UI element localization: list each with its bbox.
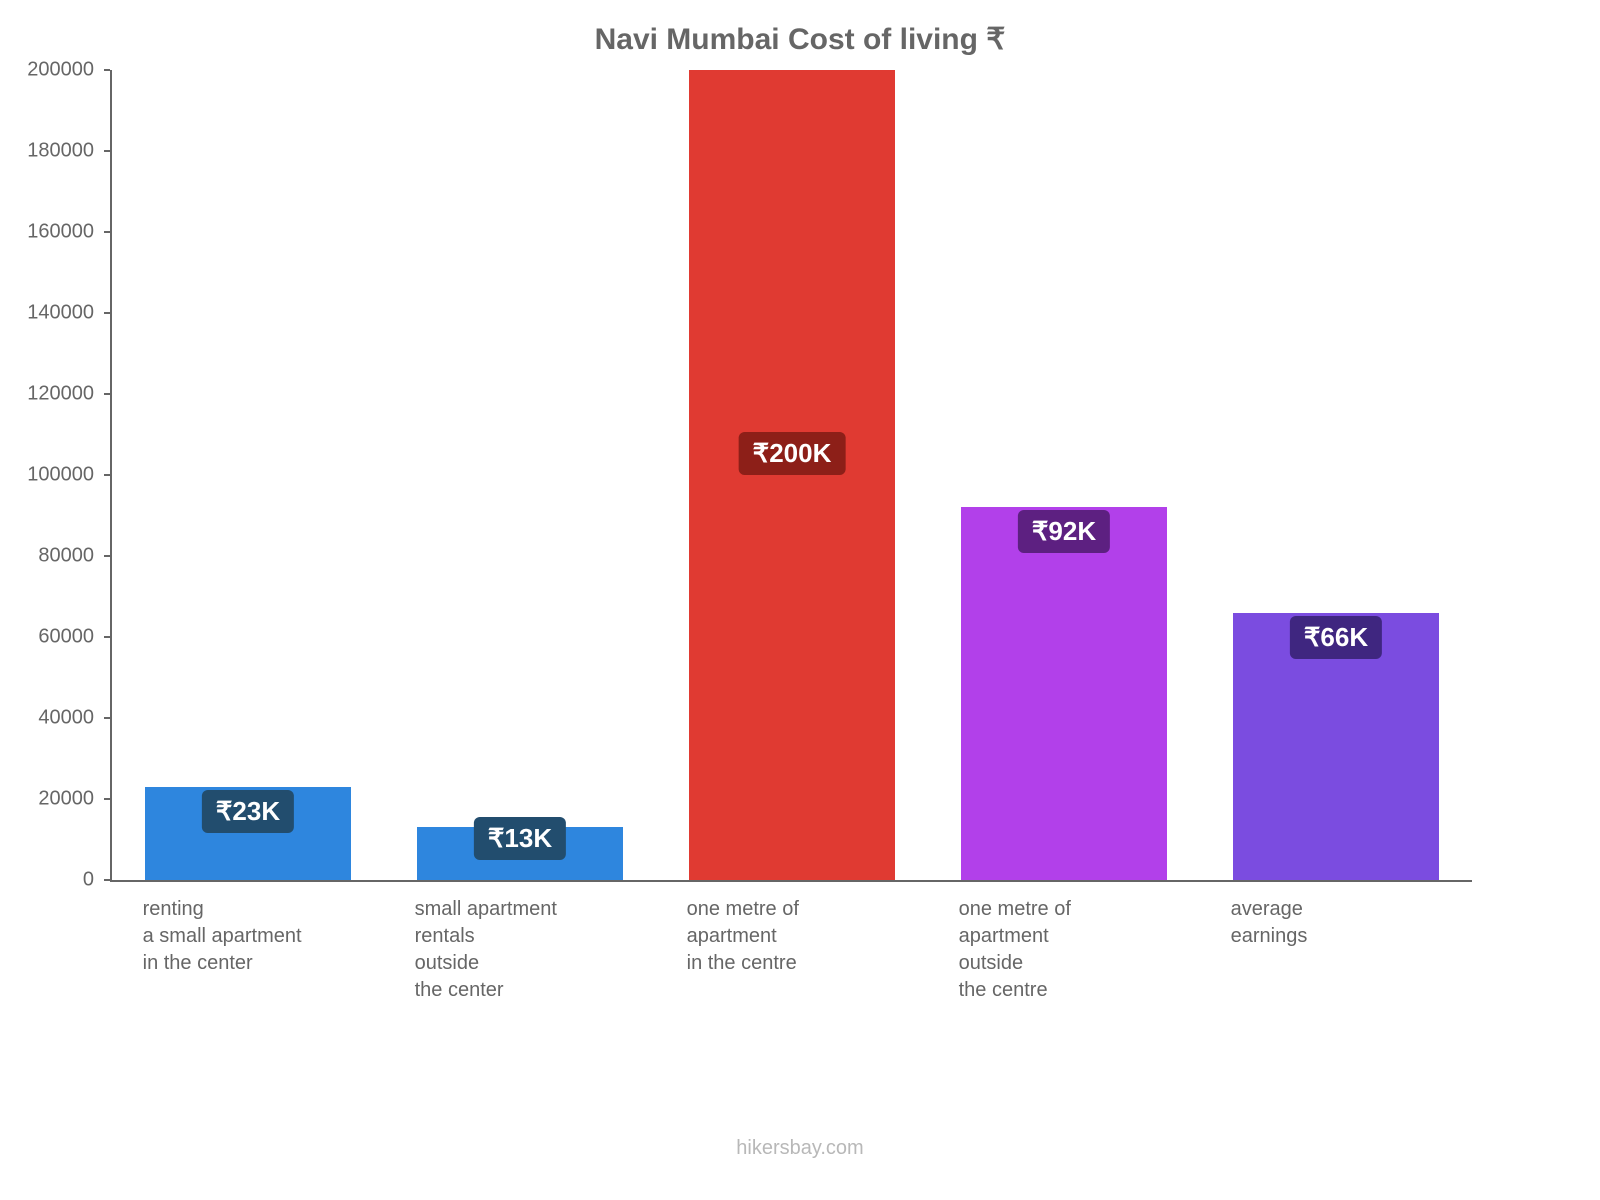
- bar-value-badge: ₹23K: [202, 790, 294, 833]
- x-tick-label: small apartment rentals outside the cent…: [415, 896, 622, 1004]
- chart-title: Navi Mumbai Cost of living ₹: [0, 22, 1600, 57]
- bar-value-badge: ₹13K: [474, 817, 566, 860]
- bar-value-badge: ₹66K: [1290, 616, 1382, 659]
- y-tick-label: 180000: [0, 140, 94, 163]
- y-tick-label: 200000: [0, 59, 94, 82]
- y-tick-label: 120000: [0, 383, 94, 406]
- source-credit: hikersbay.com: [0, 1137, 1600, 1160]
- x-tick-label: average earnings: [1231, 896, 1438, 950]
- y-tick-label: 80000: [0, 545, 94, 568]
- bar: [689, 70, 896, 880]
- plot-area: ₹23K ₹13K ₹200K ₹92K ₹66K: [110, 70, 1472, 882]
- cost-of-living-chart: Navi Mumbai Cost of living ₹ 0 20000 40000…: [0, 0, 1600, 1200]
- x-tick-label: one metre of apartment in the centre: [687, 896, 894, 977]
- y-tick-label: 140000: [0, 302, 94, 325]
- y-tick-label: 0: [0, 869, 94, 892]
- bar-value-badge: ₹92K: [1018, 510, 1110, 553]
- y-tick-label: 60000: [0, 626, 94, 649]
- x-tick-label: renting a small apartment in the center: [143, 896, 350, 977]
- y-tick-label: 20000: [0, 788, 94, 811]
- x-tick-label: one metre of apartment outside the centr…: [959, 896, 1166, 1004]
- bar: [961, 507, 1168, 880]
- y-tick-label: 100000: [0, 464, 94, 487]
- y-tick-label: 160000: [0, 221, 94, 244]
- y-tick-label: 40000: [0, 707, 94, 730]
- bar-value-badge: ₹200K: [739, 432, 846, 475]
